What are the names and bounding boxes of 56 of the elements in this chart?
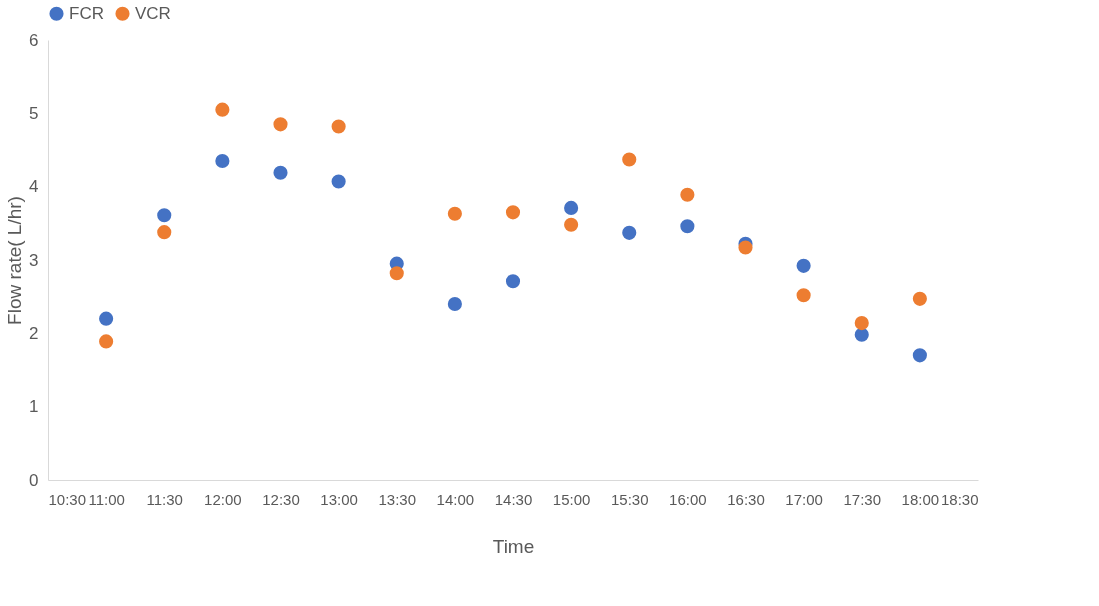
point — [796, 288, 811, 303]
x-tick-label: 14:30 — [494, 490, 533, 508]
point — [215, 153, 230, 169]
point — [389, 266, 404, 281]
y-tick-label: 1 — [29, 397, 39, 417]
point — [854, 316, 869, 331]
point — [99, 311, 114, 326]
x-axis-title: Time — [492, 535, 535, 557]
legend-label: VCR — [135, 3, 171, 23]
x-tick-label: 18:00 — [901, 490, 940, 508]
y-axis-title: Flow rate( L/hr) — [4, 196, 26, 325]
point — [331, 119, 346, 134]
point — [99, 334, 114, 349]
x-tick-label: 16:30 — [727, 490, 765, 508]
y-tick-label: 3 — [29, 250, 39, 270]
point — [912, 348, 927, 363]
x-tick-label: 14:00 — [436, 490, 475, 508]
point — [273, 117, 288, 132]
y-tick-label: 6 — [29, 30, 39, 50]
x-tick-label: 17:30 — [843, 490, 882, 508]
point — [680, 219, 695, 234]
x-tick-label: 13:30 — [378, 490, 417, 508]
point — [564, 217, 579, 232]
x-tick-label: 13:00 — [320, 490, 358, 508]
point — [215, 102, 230, 117]
x-tick-label: 12:00 — [204, 490, 242, 508]
x-tick-label: 12:30 — [262, 490, 300, 508]
point — [157, 225, 172, 240]
x-tick-label: 11:00 — [88, 490, 125, 508]
point — [564, 200, 579, 215]
y-tick-label: 4 — [29, 177, 39, 197]
point — [505, 274, 521, 289]
legend-label: FCR — [69, 3, 104, 23]
point — [157, 208, 172, 223]
point — [447, 206, 462, 221]
x-tick-label: 10:30 — [48, 490, 87, 508]
point — [331, 174, 346, 189]
point — [505, 205, 521, 220]
point — [622, 152, 637, 167]
x-tick-label: 18:30 — [940, 490, 979, 508]
point — [912, 291, 927, 306]
point — [796, 258, 811, 273]
x-tick-label: 17:00 — [785, 490, 823, 508]
point — [622, 225, 637, 240]
y-tick-label: 5 — [29, 103, 39, 123]
y-tick-label: 2 — [29, 323, 39, 343]
point — [447, 296, 462, 312]
point — [738, 240, 753, 255]
x-tick-label: 11:30 — [146, 490, 183, 508]
y-tick-label: 0 — [29, 470, 39, 490]
x-tick-label: 15:30 — [610, 490, 649, 508]
point — [680, 187, 695, 202]
x-tick-label: 16:00 — [669, 490, 707, 508]
point — [273, 165, 288, 180]
point — [854, 327, 869, 342]
x-tick-label: 15:00 — [552, 490, 591, 508]
